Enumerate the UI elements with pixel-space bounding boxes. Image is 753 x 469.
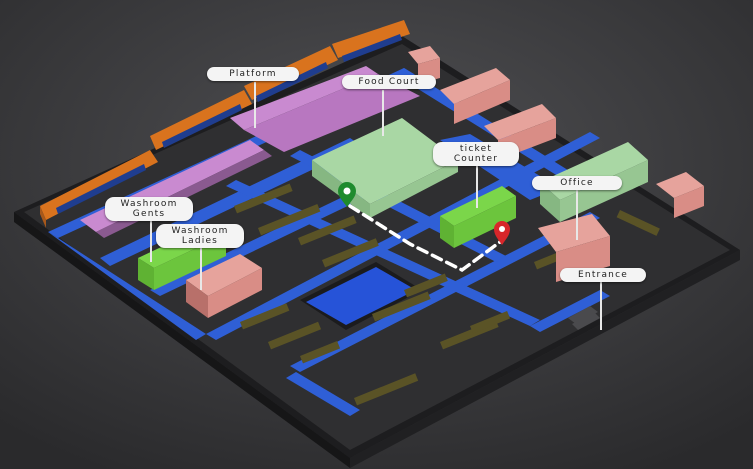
location-pin-icon[interactable] bbox=[338, 182, 356, 207]
platform-label-stem bbox=[254, 82, 256, 128]
entrance-label-stem bbox=[600, 282, 602, 330]
washroom-gents-label-stem bbox=[150, 214, 152, 262]
washroom-gents-label-line2: Gents bbox=[132, 209, 166, 219]
entrance-label-text: Entrance bbox=[578, 270, 628, 280]
entrance-label[interactable]: Entrance bbox=[560, 268, 646, 282]
platform-label[interactable]: Platform bbox=[207, 67, 299, 81]
parking-rows bbox=[234, 183, 660, 406]
ticket-counter-label-line1: ticket bbox=[459, 144, 493, 154]
washroom-ladies-label-line1: Washroom bbox=[171, 226, 229, 236]
washroom-gents-label-line1: Washroom bbox=[120, 199, 178, 209]
entrance-steps bbox=[568, 306, 600, 330]
food-court-label-text: Food Court bbox=[358, 77, 420, 87]
food-court-label-stem bbox=[382, 90, 384, 136]
office-label-stem bbox=[576, 190, 578, 240]
office-label[interactable]: Office bbox=[532, 176, 622, 190]
water-pool bbox=[300, 262, 422, 330]
washroom-gents-label[interactable]: Washroom Gents bbox=[105, 197, 193, 221]
platform-label-text: Platform bbox=[229, 69, 277, 79]
washroom-ladies-label-stem bbox=[200, 240, 202, 290]
food-court-label[interactable]: Food Court bbox=[342, 75, 436, 89]
ticket-counter-label-line2: Counter bbox=[453, 154, 499, 164]
route-path bbox=[348, 204, 502, 273]
washroom-ladies-label[interactable]: Washroom Ladies bbox=[156, 224, 244, 248]
ticket-counter-label[interactable]: ticket Counter bbox=[433, 142, 519, 166]
ticket-counter-building bbox=[440, 186, 516, 248]
washroom-ladies-building bbox=[186, 254, 262, 318]
location-pin-icon[interactable] bbox=[494, 221, 510, 245]
ticket-counter-label-stem bbox=[476, 160, 478, 208]
office-label-text: Office bbox=[560, 178, 594, 188]
washroom-ladies-label-line2: Ladies bbox=[181, 236, 219, 246]
